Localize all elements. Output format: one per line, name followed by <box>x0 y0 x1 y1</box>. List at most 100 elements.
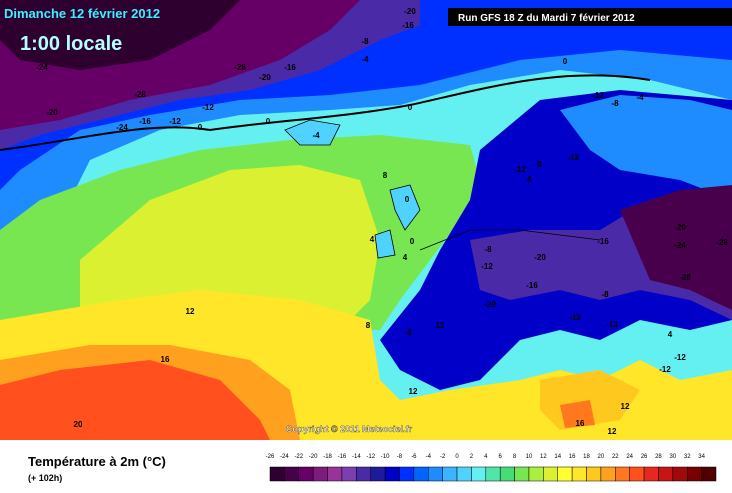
contour-label: 0 <box>266 117 271 126</box>
legend-swatch <box>384 466 400 482</box>
contour-label: -4 <box>312 131 320 140</box>
legend-swatch <box>399 466 415 482</box>
legend-tick-label: 34 <box>698 454 705 460</box>
legend-tick-label: 4 <box>484 454 488 460</box>
contour-labels: -20-16-8-4-28-20-16-24-28-12-12-24-16-20… <box>36 7 728 436</box>
legend-swatch <box>543 466 558 482</box>
contour-label: -12 <box>169 117 181 126</box>
run: Run GFS 18 Z du Mardi 7 février 2012 <box>458 13 635 24</box>
legend-swatch <box>528 466 544 482</box>
legend-tick-label: -6 <box>411 454 417 460</box>
run-box <box>448 8 732 26</box>
legend-swatch <box>370 466 386 482</box>
legend-swatch <box>586 466 602 482</box>
contour-label: 12 <box>621 402 630 411</box>
legend-swatch <box>557 466 573 482</box>
legend-tick-label: 28 <box>655 454 662 460</box>
legend-tick-label: -22 <box>294 454 303 460</box>
legend-swatch <box>327 466 343 482</box>
contour-label: -20 <box>404 7 416 16</box>
contour-label: -12 <box>659 365 671 374</box>
contour-label: -4 <box>361 55 369 64</box>
legend-tick-label: -2 <box>440 454 446 460</box>
contour-label: -24 <box>674 241 686 250</box>
copyright: Copyright © 2011 Meteociel.fr <box>286 424 413 434</box>
legend-tick-label: -4 <box>426 454 432 460</box>
contour-label: 20 <box>74 420 83 429</box>
date: Dimanche 12 février 2012 <box>4 6 160 21</box>
scandinavia-zone <box>560 95 732 200</box>
contour-label: -16 <box>284 63 296 72</box>
legend-tick-label: 18 <box>583 454 590 460</box>
contour-label: -12 <box>606 320 618 329</box>
contour-label: 12 <box>186 307 195 316</box>
legend-tick-label: -18 <box>323 454 332 460</box>
legend-tick-label: 22 <box>612 454 619 460</box>
islands <box>284 119 421 259</box>
legend-tick-label: 2 <box>470 454 474 460</box>
legend-tick-label: -8 <box>397 454 403 460</box>
contour-label: -8 <box>361 37 369 46</box>
contour-label: 12 <box>409 387 418 396</box>
contour-label: -20 <box>534 253 546 262</box>
legend-tick-label: 12 <box>540 454 547 460</box>
legend-tick-label: 20 <box>598 454 605 460</box>
contour-label: -8 <box>404 328 412 337</box>
contour-label: 4 <box>370 235 375 244</box>
footer-lead: (+ 102h) <box>28 473 62 483</box>
legend-tick-label: 16 <box>569 454 576 460</box>
legend-tick-label: 14 <box>554 454 561 460</box>
legend-swatch <box>499 466 515 482</box>
legend-swatch <box>413 466 429 482</box>
legend-tick-label: -24 <box>280 454 289 460</box>
contour-label: 8 <box>383 171 388 180</box>
footer-title: Température à 2m (°C) <box>28 454 166 469</box>
contour-label: -24 <box>116 123 128 132</box>
contour-label: -12 <box>567 153 579 162</box>
coastline <box>419 229 601 251</box>
contour-label: -8 <box>534 160 542 169</box>
legend-swatch <box>600 466 616 482</box>
legend-tick-label: -20 <box>309 454 318 460</box>
legend-swatch <box>485 466 501 482</box>
contour-label: 8 <box>366 321 371 330</box>
red-zone <box>0 360 270 440</box>
contour-label: -8 <box>611 99 619 108</box>
legend-tick-label: 8 <box>513 454 517 460</box>
legend-swatch <box>629 466 645 482</box>
legend-tick-label: 24 <box>626 454 633 460</box>
legend-tick-label: -16 <box>338 454 347 460</box>
legend-swatch <box>456 466 472 482</box>
color-legend: -26 -24 -22 -20 -18 -16 -14 -12 -10 -8 -6 -4 -2 0 2 4 6 8… <box>266 454 717 482</box>
legend-swatch <box>643 466 659 482</box>
legend-tick-label: 6 <box>499 454 503 460</box>
legend-swatch <box>428 466 443 482</box>
contour-label: -24 <box>36 63 48 72</box>
time: 1:00 locale <box>20 33 122 55</box>
contour-label: 16 <box>576 419 585 428</box>
libya-hot <box>560 400 595 428</box>
contour-label: 0 <box>563 57 568 66</box>
legend-swatch <box>701 466 717 482</box>
legend-swatch <box>356 466 371 482</box>
yellow-zone <box>80 165 380 330</box>
contour-label: 4 <box>403 253 408 262</box>
legend-swatch <box>658 466 674 482</box>
contour-label: -28 <box>134 90 146 99</box>
contour-label: 0 <box>410 237 415 246</box>
legend-tick-label: 0 <box>455 454 459 460</box>
contour-label: -28 <box>234 63 246 72</box>
legend-tick-label: -10 <box>381 454 390 460</box>
legend-swatch <box>341 466 357 482</box>
legend-swatch <box>298 466 314 482</box>
legend-tick-label: 30 <box>669 454 676 460</box>
legend-swatch <box>269 466 285 482</box>
contour-label: 16 <box>161 355 170 364</box>
contour-label: -12 <box>202 103 214 112</box>
contour-label: -20 <box>484 300 496 309</box>
contour-label: -12 <box>674 353 686 362</box>
legend-tick-label: 26 <box>641 454 648 460</box>
contour-label: -20 <box>259 73 271 82</box>
contour-label: 0 <box>198 123 203 132</box>
